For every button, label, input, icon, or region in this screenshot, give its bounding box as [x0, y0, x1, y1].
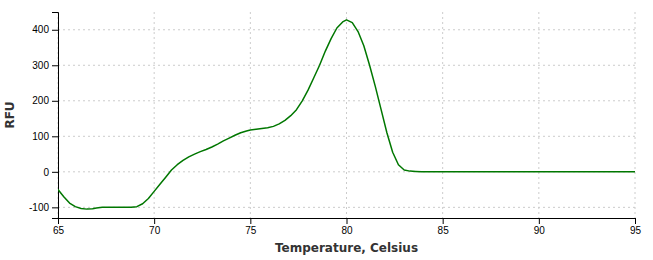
- y-tick-mark: [52, 207, 58, 208]
- x-tick-label: 75: [245, 225, 257, 236]
- y-tick-label: 0: [43, 167, 49, 178]
- x-tick-label: 70: [149, 225, 161, 236]
- y-tick: 100: [32, 131, 58, 142]
- y-tick: 0: [43, 167, 58, 178]
- y-grid-line: [58, 100, 635, 101]
- y-tick-label: 200: [32, 95, 49, 106]
- y-tick: 200: [32, 95, 58, 106]
- x-tick-mark: [635, 218, 636, 224]
- y-tick: 300: [32, 60, 58, 71]
- y-tick-mark: [52, 65, 58, 66]
- x-tick: 75: [245, 218, 257, 236]
- y-tick: -100: [29, 202, 58, 213]
- x-tick-mark: [347, 218, 348, 224]
- y-grid-line: [58, 136, 635, 137]
- y-tick-mark: [52, 172, 58, 173]
- chart-container: 65 70 75 80 85 90 95 -100 0 100 200 300 400 Temperatu…: [0, 0, 653, 260]
- x-tick-mark: [443, 218, 444, 224]
- y-tick-label: -100: [29, 202, 49, 213]
- x-grid-line: [250, 12, 251, 218]
- x-tick-label: 65: [53, 225, 65, 236]
- grid: [58, 12, 635, 218]
- plot-area: 65 70 75 80 85 90 95 -100 0 100 200 300 400: [29, 12, 642, 236]
- x-axis: 65 70 75 80 85 90 95: [53, 218, 642, 236]
- x-grid-line: [538, 12, 539, 218]
- y-grid-line: [58, 29, 635, 30]
- x-grid-line: [154, 12, 155, 218]
- y-tick-label: 400: [32, 24, 49, 35]
- y-tick-label: 300: [32, 60, 49, 71]
- y-tick-mark: [52, 136, 58, 137]
- y-axis: -100 0 100 200 300 400: [29, 13, 59, 219]
- chart-svg: 65 70 75 80 85 90 95 -100 0 100 200 300 400 Temperatu…: [0, 0, 653, 260]
- y-grid-line: [58, 65, 635, 66]
- x-tick-mark: [154, 218, 155, 224]
- y-tick-mark: [52, 101, 58, 102]
- x-tick: 80: [341, 218, 353, 236]
- x-tick: 65: [53, 218, 65, 236]
- x-tick-label: 80: [341, 225, 353, 236]
- x-tick-mark: [250, 218, 251, 224]
- x-tick-label: 85: [438, 225, 450, 236]
- y-grid-line: [58, 207, 635, 208]
- x-tick-mark: [539, 218, 540, 224]
- x-tick-label: 90: [534, 225, 546, 236]
- x-grid-line: [442, 12, 443, 218]
- marks: [58, 20, 635, 209]
- x-axis-title: Temperature, Celsius: [275, 241, 418, 255]
- y-axis-title: RFU: [3, 101, 17, 128]
- x-tick: 70: [149, 218, 161, 236]
- y-tick: 400: [32, 24, 58, 35]
- x-tick: 85: [438, 218, 450, 236]
- x-tick: 90: [534, 218, 546, 236]
- x-tick: 95: [630, 218, 642, 236]
- y-axis-line: [52, 13, 59, 219]
- x-axis-line: [59, 219, 636, 225]
- x-grid-line: [635, 12, 636, 218]
- y-tick-mark: [52, 30, 58, 31]
- y-tick-label: 100: [32, 131, 49, 142]
- x-grid-line: [346, 12, 347, 218]
- x-tick-label: 95: [630, 225, 642, 236]
- line: [58, 20, 635, 209]
